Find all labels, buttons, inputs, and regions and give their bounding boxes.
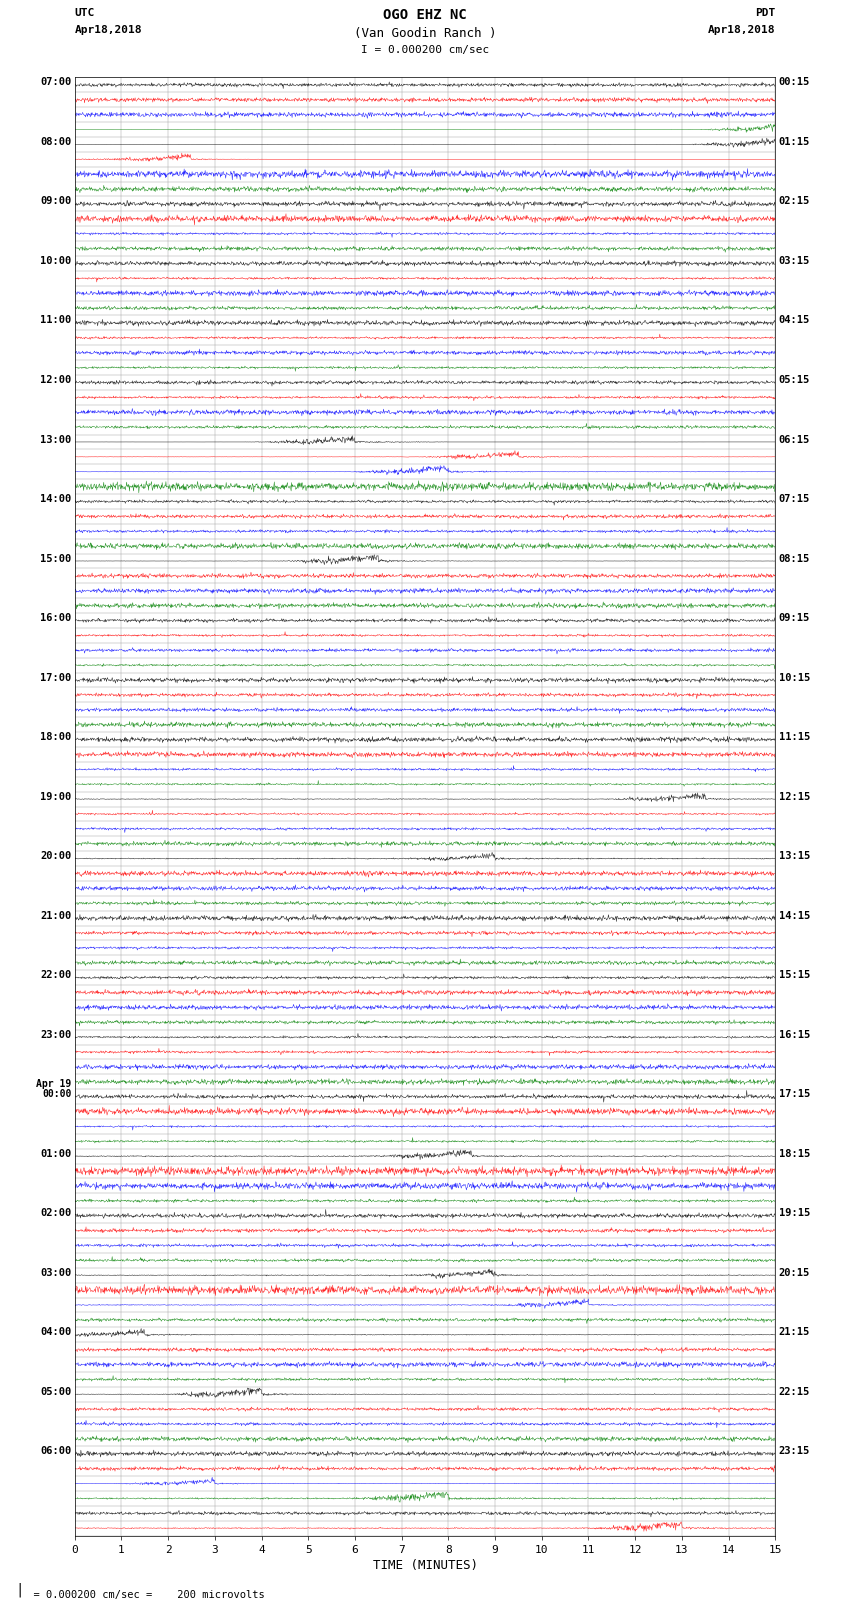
Text: 00:00: 00:00 <box>42 1089 71 1098</box>
Text: Apr18,2018: Apr18,2018 <box>75 26 142 35</box>
Text: 03:00: 03:00 <box>40 1268 71 1277</box>
Text: 15:15: 15:15 <box>779 969 810 981</box>
Text: 09:00: 09:00 <box>40 197 71 206</box>
Text: 15:00: 15:00 <box>40 553 71 563</box>
Text: 11:15: 11:15 <box>779 732 810 742</box>
Text: 12:15: 12:15 <box>779 792 810 802</box>
Text: 07:00: 07:00 <box>40 77 71 87</box>
Text: 22:15: 22:15 <box>779 1387 810 1397</box>
Text: 13:15: 13:15 <box>779 852 810 861</box>
Text: 18:15: 18:15 <box>779 1148 810 1158</box>
Text: 12:00: 12:00 <box>40 374 71 386</box>
Text: 02:15: 02:15 <box>779 197 810 206</box>
Text: 07:15: 07:15 <box>779 494 810 503</box>
Text: 08:00: 08:00 <box>40 137 71 147</box>
Text: |: | <box>15 1582 24 1597</box>
Text: Apr 19: Apr 19 <box>37 1079 71 1089</box>
Text: 21:00: 21:00 <box>40 911 71 921</box>
Text: 06:15: 06:15 <box>779 434 810 445</box>
X-axis label: TIME (MINUTES): TIME (MINUTES) <box>372 1558 478 1571</box>
Text: 19:00: 19:00 <box>40 792 71 802</box>
Text: 03:15: 03:15 <box>779 256 810 266</box>
Text: 20:15: 20:15 <box>779 1268 810 1277</box>
Text: 14:00: 14:00 <box>40 494 71 503</box>
Text: 08:15: 08:15 <box>779 553 810 563</box>
Text: 06:00: 06:00 <box>40 1447 71 1457</box>
Text: 10:15: 10:15 <box>779 673 810 682</box>
Text: 23:00: 23:00 <box>40 1029 71 1040</box>
Text: 00:15: 00:15 <box>779 77 810 87</box>
Text: 19:15: 19:15 <box>779 1208 810 1218</box>
Text: 22:00: 22:00 <box>40 969 71 981</box>
Text: 16:00: 16:00 <box>40 613 71 623</box>
Text: 18:00: 18:00 <box>40 732 71 742</box>
Text: 13:00: 13:00 <box>40 434 71 445</box>
Text: 23:15: 23:15 <box>779 1447 810 1457</box>
Text: 17:15: 17:15 <box>779 1089 810 1098</box>
Text: 21:15: 21:15 <box>779 1327 810 1337</box>
Text: 20:00: 20:00 <box>40 852 71 861</box>
Text: PDT: PDT <box>755 8 775 18</box>
Text: 09:15: 09:15 <box>779 613 810 623</box>
Text: 01:15: 01:15 <box>779 137 810 147</box>
Text: 16:15: 16:15 <box>779 1029 810 1040</box>
Text: 10:00: 10:00 <box>40 256 71 266</box>
Text: 01:00: 01:00 <box>40 1148 71 1158</box>
Text: Apr18,2018: Apr18,2018 <box>708 26 775 35</box>
Text: OGO EHZ NC: OGO EHZ NC <box>383 8 467 21</box>
Text: 11:00: 11:00 <box>40 316 71 326</box>
Text: 02:00: 02:00 <box>40 1208 71 1218</box>
Text: 04:00: 04:00 <box>40 1327 71 1337</box>
Text: 17:00: 17:00 <box>40 673 71 682</box>
Text: 05:15: 05:15 <box>779 374 810 386</box>
Text: 05:00: 05:00 <box>40 1387 71 1397</box>
Text: I = 0.000200 cm/sec: I = 0.000200 cm/sec <box>361 45 489 55</box>
Text: UTC: UTC <box>75 8 95 18</box>
Text: 04:15: 04:15 <box>779 316 810 326</box>
Text: 14:15: 14:15 <box>779 911 810 921</box>
Text: (Van Goodin Ranch ): (Van Goodin Ranch ) <box>354 27 496 40</box>
Text: = 0.000200 cm/sec =    200 microvolts: = 0.000200 cm/sec = 200 microvolts <box>21 1590 265 1600</box>
